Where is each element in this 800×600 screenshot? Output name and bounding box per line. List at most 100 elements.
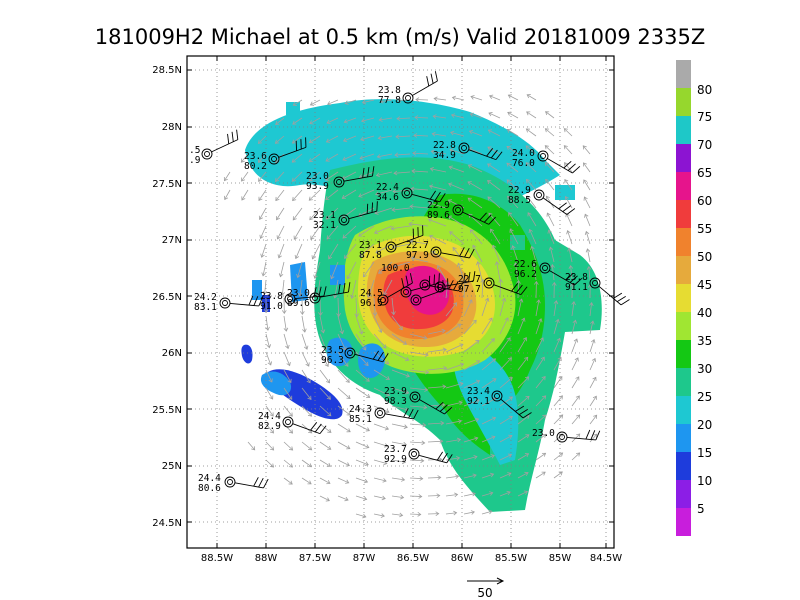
wind-vector-head — [410, 256, 416, 261]
wind-vector — [584, 196, 591, 209]
station-circle — [533, 189, 545, 201]
wind-barb-feather — [448, 280, 454, 290]
wind-vector-head — [527, 212, 532, 217]
wind-barb-feather — [558, 202, 567, 210]
station: 23.680.2 — [244, 151, 267, 172]
wind-vector — [373, 333, 387, 349]
station-circle — [409, 391, 421, 403]
wind-vector-head — [506, 337, 511, 342]
wind-barb-feather — [439, 193, 446, 203]
wind-vector — [583, 179, 591, 191]
wind-vector-head — [261, 272, 266, 277]
station-circle-inner — [287, 296, 293, 302]
wind-vector — [450, 131, 465, 137]
wind-vector-head — [450, 130, 455, 136]
colorbar-label: 65 — [697, 166, 712, 180]
wind-vector-head — [346, 428, 351, 433]
wind-vector — [283, 333, 289, 349]
wind-vector — [325, 153, 339, 162]
x-tick-label: 88W — [255, 553, 278, 564]
wind-vector — [564, 128, 573, 137]
station-value-bottom: 93.9 — [306, 181, 329, 192]
station-circle — [219, 297, 231, 309]
colorbar-swatch — [676, 88, 691, 116]
wind-vector — [301, 459, 312, 468]
wind-vector-head — [326, 119, 331, 125]
wind-vector — [487, 146, 501, 155]
wind-barb-feather — [310, 422, 318, 431]
wind-vector-head — [450, 113, 456, 118]
station-value-top: 22.6 — [514, 259, 537, 270]
wind-vector-head — [528, 228, 533, 234]
wind-vector — [549, 247, 555, 263]
wind-vector-head — [489, 472, 495, 478]
wind-vector — [589, 358, 596, 371]
wind-vector-head — [558, 395, 563, 400]
wind-vector-head — [309, 101, 315, 106]
wind-barb-feather — [377, 351, 384, 361]
wind-vector-head — [435, 511, 440, 517]
wind-vector-head — [385, 360, 390, 365]
wind-vector — [358, 225, 375, 237]
station-value-top: 22.9 — [508, 185, 531, 196]
wind-vector — [359, 171, 375, 178]
wind-vector — [481, 279, 484, 299]
wind-vector-head — [506, 128, 511, 133]
station-circle-inner — [542, 265, 548, 271]
wind-vector-head — [336, 313, 341, 318]
wind-vector-head — [473, 455, 478, 460]
wind-barb-feather — [511, 283, 519, 292]
wind-vector-head — [358, 330, 364, 335]
wind-vector — [571, 338, 578, 353]
colorbar-swatch — [676, 396, 691, 424]
wind-vector — [481, 455, 495, 461]
wind-barb-feather — [616, 295, 626, 303]
wind-vector — [373, 513, 385, 517]
wind-vector — [481, 358, 496, 371]
wind-vector — [373, 369, 390, 380]
station-circle — [374, 407, 386, 419]
wind-vector-head — [287, 378, 292, 384]
wind-vector — [445, 363, 464, 371]
wind-barb-feather — [565, 272, 574, 281]
wind-vector-head — [324, 362, 329, 367]
wind-barb-feather — [429, 190, 437, 200]
station-value-top: 23.6 — [244, 151, 267, 162]
wind-vector — [428, 202, 447, 209]
wind-vector — [308, 171, 321, 182]
wind-vector-head — [558, 452, 564, 457]
wind-vector — [373, 495, 386, 499]
wind-vector-head — [266, 344, 272, 349]
wind-vector — [308, 189, 321, 201]
wind-vector — [531, 246, 537, 263]
wind-vector-head — [372, 312, 378, 317]
wind-vector-head — [525, 395, 530, 400]
wind-vector — [278, 243, 285, 259]
station: 23.492.1 — [467, 386, 490, 407]
wind-vector — [499, 454, 512, 461]
swath-region — [252, 280, 262, 300]
colorbar-label: 45 — [697, 278, 712, 292]
wind-barb-feather — [371, 202, 373, 213]
wind-vector-head — [344, 496, 349, 502]
station: 23.0 — [532, 428, 555, 439]
station-value-bottom: 97.9 — [406, 250, 429, 261]
wind-vector-head — [379, 98, 384, 104]
wind-vector-head — [280, 291, 285, 296]
wind-vector — [344, 243, 357, 259]
wind-vector — [489, 95, 501, 101]
wind-vector — [535, 471, 546, 479]
wind-vector — [506, 179, 519, 191]
wind-vector-head — [275, 120, 280, 125]
wind-vector-head — [292, 196, 297, 202]
wind-vector-head — [472, 244, 477, 249]
wind-vector-head — [507, 195, 512, 200]
wind-vector-head — [405, 373, 410, 378]
wind-vector-head — [326, 462, 332, 467]
wind-vector — [355, 513, 366, 518]
wind-barb-feather — [248, 295, 254, 306]
colorbar-swatches — [676, 60, 691, 536]
wind-vector-head — [394, 152, 399, 158]
wind-vector-head — [453, 302, 458, 307]
wind-vector — [283, 405, 293, 417]
